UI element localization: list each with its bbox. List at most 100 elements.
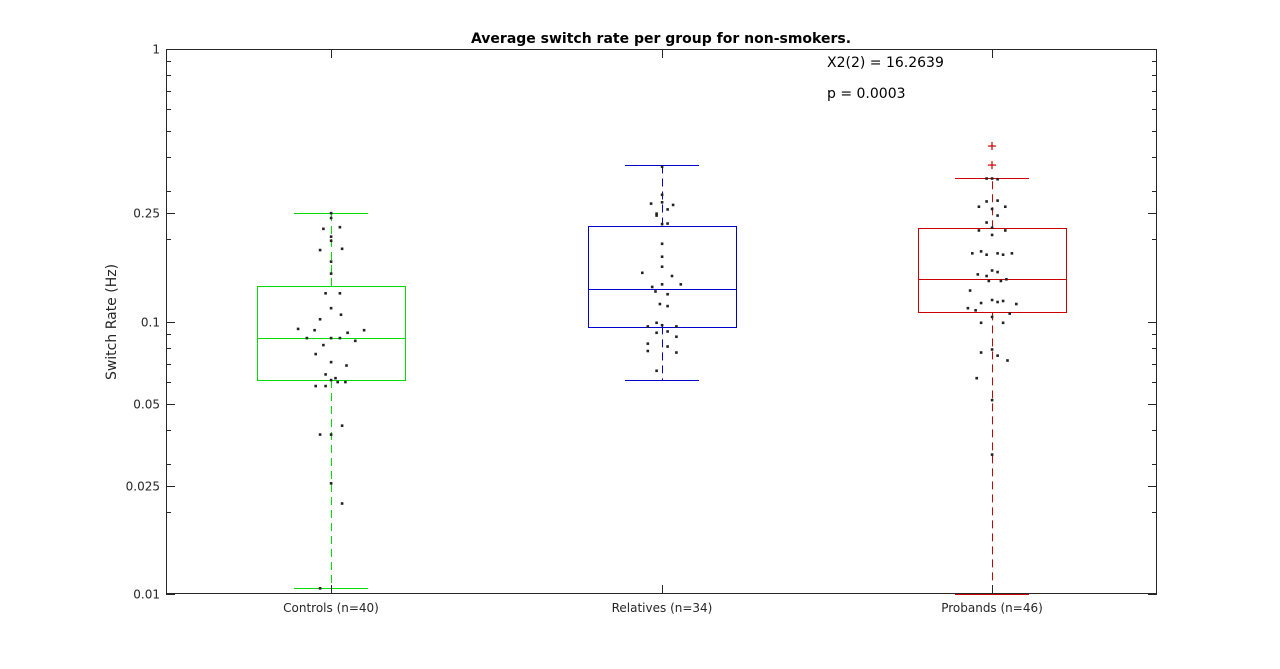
data-point (996, 214, 999, 217)
data-point (1008, 312, 1011, 315)
data-point (996, 270, 999, 274)
y-tick-label: 0.1 (141, 316, 160, 330)
data-point (977, 229, 981, 232)
y-tick-label: 0.01 (133, 588, 160, 602)
data-point (996, 252, 999, 255)
data-point (329, 211, 333, 215)
data-point (660, 222, 664, 226)
data-point (1001, 253, 1005, 256)
outlier-marker (988, 142, 996, 151)
data-point (649, 202, 653, 205)
data-point (996, 199, 999, 202)
data-point (1001, 299, 1005, 303)
data-point (318, 317, 322, 321)
data-point (976, 273, 980, 276)
data-point (979, 301, 983, 305)
data-point (1004, 205, 1007, 209)
data-point (996, 354, 999, 357)
data-point (322, 343, 325, 347)
data-point (990, 453, 994, 456)
data-point (346, 331, 349, 335)
data-point (675, 335, 678, 339)
data-point (655, 321, 658, 325)
data-point (990, 233, 994, 237)
data-point (658, 302, 662, 306)
data-point (305, 336, 309, 340)
data-point (340, 247, 344, 251)
data-point (329, 239, 333, 243)
data-point (329, 216, 333, 220)
data-point (650, 285, 654, 289)
data-point (990, 269, 994, 272)
data-point (296, 327, 300, 331)
data-point (1006, 359, 1009, 362)
data-point (646, 342, 650, 345)
x-tick-label: Relatives (n=34) (612, 601, 713, 615)
data-point (666, 304, 669, 308)
data-point (985, 177, 988, 180)
data-point (990, 207, 994, 211)
data-point (345, 364, 348, 367)
data-point (354, 339, 357, 343)
data-point (979, 250, 983, 253)
data-point (675, 351, 678, 354)
data-point (340, 424, 344, 427)
data-point (324, 373, 327, 376)
x-tick-label: Controls (n=40) (283, 601, 379, 615)
data-point (979, 321, 983, 325)
plot-area-background (166, 49, 1157, 594)
x-tick-label: Probands (n=46) (941, 601, 1043, 615)
data-point (314, 384, 317, 388)
data-point (313, 328, 316, 332)
stat-annotation-p-value: p = 0.0003 (827, 86, 906, 102)
plot-area-frame (166, 49, 1157, 594)
data-point (660, 165, 664, 169)
data-point (987, 279, 991, 283)
data-point (966, 306, 970, 310)
data-point (660, 265, 664, 269)
data-point (990, 348, 994, 351)
data-point (318, 248, 322, 252)
data-layer (257, 142, 1067, 595)
data-point (979, 351, 983, 354)
data-point (666, 330, 669, 333)
data-point (362, 328, 366, 332)
y-tick-label: 0.025 (126, 480, 160, 494)
data-point (329, 306, 333, 310)
data-point (324, 292, 327, 295)
data-point (338, 225, 342, 229)
data-point (344, 380, 347, 384)
data-point (660, 255, 664, 259)
data-point (329, 360, 333, 364)
data-point (670, 274, 674, 278)
data-point (1010, 252, 1014, 255)
data-point (660, 283, 664, 286)
data-point (322, 227, 325, 231)
data-point (968, 289, 972, 292)
data-point (990, 315, 994, 319)
data-point (655, 331, 658, 335)
y-tick-label: 0.25 (133, 207, 160, 221)
data-point (329, 272, 333, 275)
y-axis-label: Switch Rate (Hz) (104, 264, 120, 380)
y-tick-label: 0.05 (133, 398, 160, 412)
data-point (990, 398, 994, 402)
data-point (655, 214, 658, 217)
data-point (671, 203, 675, 207)
data-point (1004, 229, 1007, 232)
data-point (655, 369, 658, 373)
data-point (666, 292, 669, 296)
data-point (329, 260, 333, 263)
data-point (985, 274, 988, 278)
data-point (338, 336, 342, 340)
data-point (666, 208, 669, 211)
data-point (666, 345, 669, 348)
data-point (318, 587, 322, 590)
data-point (996, 177, 999, 181)
data-point (641, 271, 644, 275)
outlier-marker (988, 161, 996, 170)
data-point (329, 378, 333, 382)
data-point (329, 235, 333, 238)
data-point (1005, 277, 1008, 281)
